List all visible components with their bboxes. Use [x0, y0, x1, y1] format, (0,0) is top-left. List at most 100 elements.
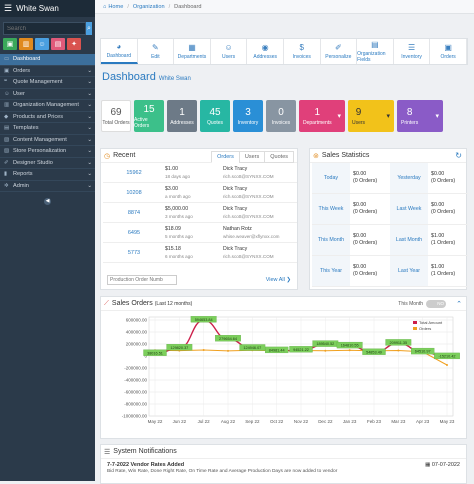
- sales-orders-chart: 600000.00 400000.00 200000.00 0 -200000.00 -4…: [122, 316, 460, 424]
- recent-tabs: Orders Users Quotes: [211, 151, 294, 163]
- stat-tile-total-orders[interactable]: 69 Total Orders: [101, 100, 131, 132]
- order-amount-cell: $3.00 a month ago: [165, 186, 223, 200]
- data-label: 64510.97: [415, 350, 431, 354]
- breadcrumb-organization[interactable]: Organization: [132, 3, 165, 10]
- tab-dashboard[interactable]: ◕ Dashboard: [101, 39, 138, 64]
- view-all-link[interactable]: View All ❯: [266, 277, 291, 283]
- caret-down-icon[interactable]: ▾: [337, 113, 341, 120]
- tab-invoices[interactable]: $ Invoices: [284, 39, 321, 64]
- caret-down-icon[interactable]: ▾: [386, 113, 390, 120]
- user-icon: ☺: [4, 90, 10, 97]
- sales-orders-subtitle: (Last 12 months): [154, 300, 193, 307]
- sidebar-item-templates[interactable]: ▤ Templates ⌄: [0, 123, 95, 135]
- chevron-up-icon[interactable]: ⌃: [456, 301, 462, 308]
- chevron-down-icon: ⌄: [87, 90, 92, 97]
- menu-icon[interactable]: ☰: [4, 3, 13, 13]
- sales-period-value: $0.00 (0 Orders): [350, 256, 390, 287]
- sidebar-item-label: User: [13, 90, 25, 97]
- orders-point: [227, 349, 229, 352]
- recent-list: 15962 $1.00 18 days ago Dick Tracy rich.scot…: [101, 163, 297, 263]
- chevron-down-icon: ⌄: [87, 113, 92, 120]
- order-id-link[interactable]: 6495: [127, 229, 141, 236]
- monitor-icon: ▭: [4, 56, 10, 63]
- tab-edit[interactable]: ✎ Edit: [138, 39, 175, 64]
- stat-value: 8: [406, 106, 413, 118]
- recent-tab-quotes[interactable]: Quotes: [264, 151, 294, 163]
- stat-tile-printers[interactable]: 8 Printers ▾: [397, 100, 443, 132]
- cart-icon: ▣: [4, 67, 10, 74]
- tab-orders[interactable]: ▣ Orders: [430, 39, 467, 64]
- data-label-box: [336, 341, 363, 349]
- sidebar-item-content-management[interactable]: ▧ Content Management ⌄: [0, 135, 95, 146]
- breadcrumb-home[interactable]: Home: [108, 3, 124, 10]
- orders-point: [348, 349, 351, 352]
- recent-tab-orders[interactable]: Orders: [211, 151, 240, 163]
- sidebar-item-dashboard[interactable]: ▭ Dashboard: [0, 54, 95, 66]
- quick-tile-image[interactable]: ▤: [51, 38, 65, 50]
- data-label: 209911.35: [389, 341, 407, 345]
- sidebar-item-store-personalization[interactable]: ▨ Store Personalization ⌄: [0, 146, 95, 158]
- recent-order-row[interactable]: 8874 $5,000.00 3 months ago Dick Tracy rich.…: [103, 203, 297, 223]
- y-tick-label: 0: [144, 354, 147, 359]
- this-month-toggle[interactable]: This Month NO: [398, 300, 446, 308]
- stat-tile-inventory[interactable]: 3 Inventory: [233, 100, 263, 132]
- search-button[interactable]: ⌕: [86, 22, 92, 35]
- sales-orders-count: (1 Orders): [431, 240, 456, 246]
- recent-order-row[interactable]: 15962 $1.00 18 days ago Dick Tracy rich.scot…: [103, 163, 297, 183]
- quick-tile-settings[interactable]: ✦: [67, 38, 81, 50]
- refresh-icon[interactable]: ↻: [455, 151, 462, 160]
- stat-tile-quotes[interactable]: 45 Quotes: [200, 100, 230, 132]
- toggle-switch[interactable]: NO: [426, 300, 446, 308]
- stat-tile-departments[interactable]: 1 Departments ▾: [299, 100, 345, 132]
- sidebar-item-products-and-prices[interactable]: ◆ Products and Prices ⌄: [0, 112, 95, 123]
- order-id-link[interactable]: 5773: [127, 249, 141, 256]
- tab-users[interactable]: ☺ Users: [211, 39, 248, 64]
- sidebar-item-orders[interactable]: ▣ Orders ⌄: [0, 66, 95, 77]
- collapse-sidebar-icon[interactable]: ◀: [44, 198, 51, 205]
- sales-orders-count: (0 Orders): [431, 209, 456, 215]
- tab-organization-fields[interactable]: ▤ Organization Fields: [357, 39, 394, 64]
- sidebar-item-reports[interactable]: ▮ Reports ⌄: [0, 169, 95, 181]
- tab-personalize[interactable]: ✐ Personalize: [321, 39, 358, 64]
- sales-amount: $1.00: [431, 264, 445, 270]
- tab-label: Edit: [151, 54, 160, 60]
- sidebar-item-quote-management[interactable]: ❝ Quote Management ⌄: [0, 77, 95, 89]
- order-amount: $18.09: [165, 225, 181, 232]
- order-id-link[interactable]: 10208: [126, 189, 142, 196]
- tab-departments[interactable]: ▦ Departments: [174, 39, 211, 64]
- stat-label: Total Orders: [102, 119, 130, 126]
- sidebar-item-admin[interactable]: ✲ Admin ⌄: [0, 181, 95, 192]
- system-notifications-panel: ☰ System Notifications 7-7-2022 Vendor R…: [100, 444, 467, 484]
- sidebar-item-organization-management[interactable]: ▥ Organization Management ⌄: [0, 100, 95, 112]
- order-id-link[interactable]: 8874: [127, 209, 141, 216]
- stat-label: Departments: [303, 119, 332, 126]
- sales-period-value: $0.00 (0 Orders): [350, 194, 390, 225]
- quick-tile-user[interactable]: ☺: [35, 38, 49, 50]
- caret-down-icon[interactable]: ▾: [435, 113, 439, 120]
- sidebar-item-designer-studio[interactable]: ✐ Designer Studio ⌄: [0, 158, 95, 169]
- stat-value: 1: [179, 106, 185, 118]
- tab-inventory[interactable]: ☰ Inventory: [394, 39, 431, 64]
- stat-tile-active-orders[interactable]: 15 Active Orders: [134, 100, 164, 132]
- recent-order-row[interactable]: 6495 $18.09 5 months ago Nathan Rotz whise.w…: [103, 223, 297, 243]
- store-icon: ▨: [4, 148, 10, 155]
- customer-name: Dick Tracy: [223, 205, 248, 212]
- recent-tab-users[interactable]: Users: [238, 151, 266, 163]
- quick-tile-building[interactable]: ▥: [19, 38, 33, 50]
- quick-tile-cart[interactable]: ▣: [3, 38, 17, 50]
- order-date: 6 months ago: [165, 253, 193, 259]
- tab-addresses[interactable]: ◉ Addresses: [247, 39, 284, 64]
- stat-tile-users[interactable]: 9 Users ▾: [348, 100, 394, 132]
- recent-order-row[interactable]: 5773 $15.18 6 months ago Dick Tracy rich.sco…: [103, 243, 297, 263]
- search-input[interactable]: [3, 22, 86, 35]
- sidebar-item-label-wrap: ▣ Orders: [4, 68, 30, 74]
- order-id-link[interactable]: 15962: [126, 169, 142, 176]
- sidebar-item-user[interactable]: ☺ User ⌄: [0, 89, 95, 100]
- production-order-search[interactable]: [107, 275, 177, 285]
- quote-icon: ❝: [4, 79, 8, 86]
- search-icon: ⌕: [87, 24, 91, 32]
- notification-item[interactable]: 7-7-2022 Vendor Rates Added ▦ 07-07-2022: [101, 459, 466, 468]
- stat-tile-addresses[interactable]: 1 Addresses: [167, 100, 197, 132]
- stat-tile-invoices[interactable]: 0 Invoices: [266, 100, 296, 132]
- recent-order-row[interactable]: 10208 $3.00 a month ago Dick Tracy rich.scot…: [103, 183, 297, 203]
